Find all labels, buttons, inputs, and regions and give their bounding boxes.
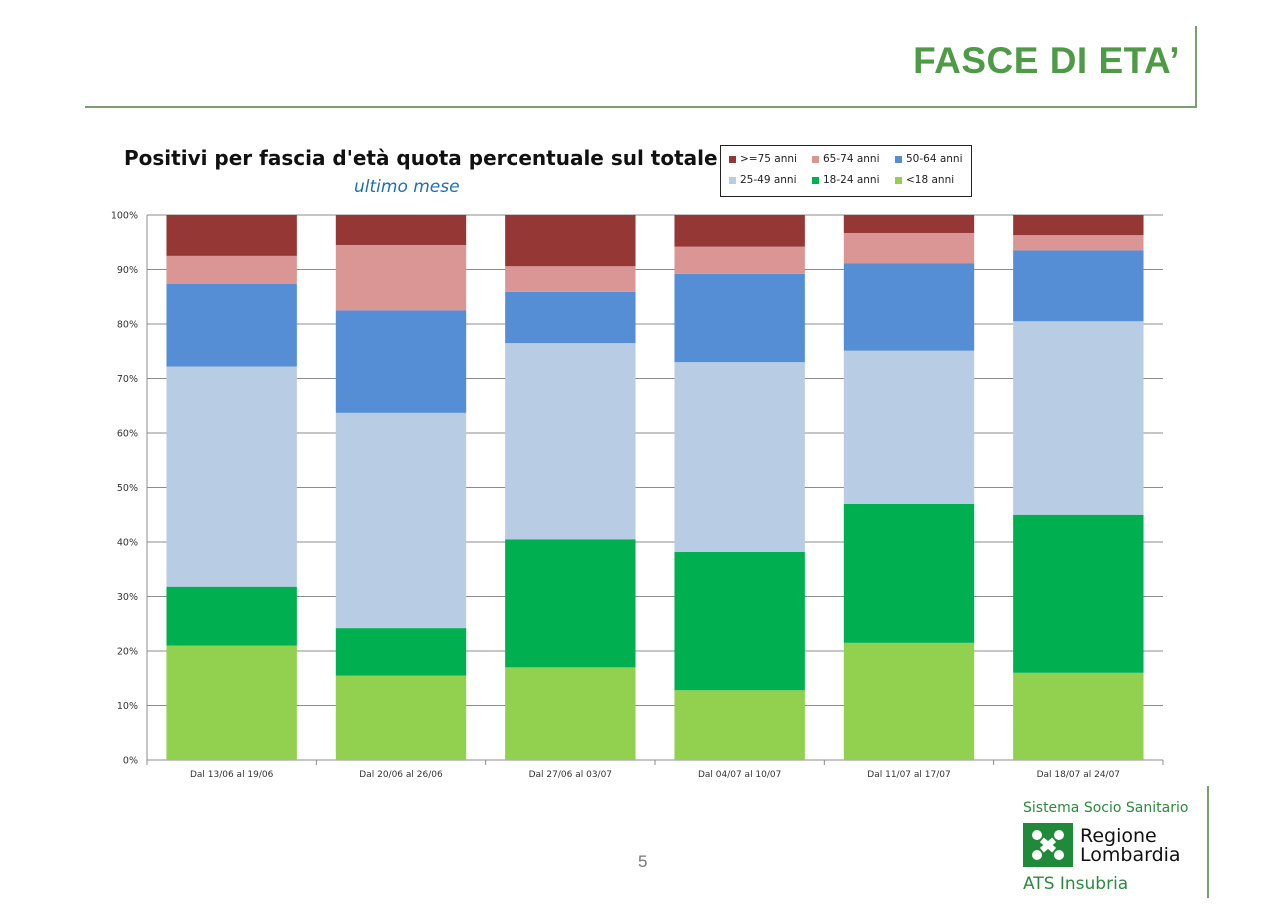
y-tick-label: 50% xyxy=(117,483,138,494)
bar-segment xyxy=(843,263,975,351)
chart-subtitle: ultimo mese xyxy=(354,177,460,197)
legend-item: 50-64 anni xyxy=(895,150,963,168)
legend-label: >=75 anni xyxy=(740,153,797,165)
logo-top-line: Sistema Socio Sanitario xyxy=(1023,800,1189,816)
bar-segment xyxy=(335,215,467,245)
legend-label: 25-49 anni xyxy=(740,174,797,186)
bar-segment xyxy=(505,667,636,760)
legend-swatch xyxy=(729,176,736,184)
legend-swatch xyxy=(812,176,819,184)
bar-segment xyxy=(1013,672,1144,760)
bar-segment xyxy=(505,343,636,540)
bar-segment xyxy=(166,645,297,760)
bar-segment xyxy=(505,539,636,668)
x-tick-label: Dal 27/06 al 03/07 xyxy=(529,770,612,780)
bar-segment xyxy=(1013,250,1144,322)
title-vertical-divider xyxy=(1195,26,1197,108)
y-tick-label: 20% xyxy=(117,647,138,658)
bar-segment xyxy=(505,215,636,267)
legend-label: 18-24 anni xyxy=(823,174,880,186)
x-tick-label: Dal 20/06 al 26/06 xyxy=(359,770,443,780)
bar-segment xyxy=(674,273,805,363)
bar-segment xyxy=(843,215,975,233)
logo-name-line2: Lombardia xyxy=(1080,844,1181,866)
legend-item: >=75 anni xyxy=(729,150,797,168)
legend-item: 65-74 anni xyxy=(812,150,880,168)
bar-segment xyxy=(1013,215,1144,236)
x-tick-label: Dal 11/07 al 17/07 xyxy=(867,770,950,780)
y-tick-label: 70% xyxy=(117,374,138,385)
bar-segment xyxy=(1013,235,1144,251)
bar-segment xyxy=(166,366,297,587)
bar-segment xyxy=(166,215,297,256)
y-tick-label: 30% xyxy=(117,592,138,603)
x-tick-label: Dal 13/06 al 19/06 xyxy=(190,770,274,780)
y-tick-label: 0% xyxy=(123,756,138,767)
legend-swatch xyxy=(895,155,902,163)
bar-segment xyxy=(166,255,297,284)
bar-segment xyxy=(843,350,975,504)
slide-title: FASCE DI ETA’ xyxy=(913,40,1180,81)
bar-segment xyxy=(166,586,297,646)
legend-swatch xyxy=(895,176,902,184)
lombardia-rose-icon xyxy=(1023,823,1073,867)
y-tick-label: 10% xyxy=(117,701,138,712)
bar-segment xyxy=(335,628,467,676)
legend-label: 65-74 anni xyxy=(823,153,880,165)
x-tick-label: Dal 04/07 al 10/07 xyxy=(698,770,781,780)
bar-segment xyxy=(335,244,467,311)
y-tick-label: 60% xyxy=(117,429,138,440)
y-tick-label: 100% xyxy=(111,211,138,222)
bar-segment xyxy=(166,283,297,367)
legend-label: <18 anni xyxy=(906,174,955,186)
bar-segment xyxy=(674,690,805,760)
y-tick-label: 80% xyxy=(117,320,138,331)
bar-segment xyxy=(1013,514,1144,673)
logo-bottom-line: ATS Insubria xyxy=(1023,874,1129,894)
legend-item: 25-49 anni xyxy=(729,171,797,189)
bar-segment xyxy=(843,232,975,264)
logo-name-line1: Regione xyxy=(1080,825,1157,847)
y-tick-label: 40% xyxy=(117,538,138,549)
legend-swatch xyxy=(729,155,736,163)
legend-item: 18-24 anni xyxy=(812,171,880,189)
title-divider xyxy=(85,106,1197,108)
y-tick-label: 90% xyxy=(117,265,138,276)
regione-lombardia-logo: Sistema Socio Sanitario Regione Lombardi… xyxy=(1023,796,1198,896)
bar-segment xyxy=(843,503,975,643)
legend-label: 50-64 anni xyxy=(906,153,963,165)
legend-item: <18 anni xyxy=(895,171,954,189)
bar-segment xyxy=(674,215,805,247)
bar-segment xyxy=(1013,321,1144,515)
logo-vertical-divider xyxy=(1207,786,1209,898)
bar-segment xyxy=(843,642,975,760)
chart-legend: >=75 anni 65-74 anni 50-64 anni 25-49 anni 1… xyxy=(720,145,972,197)
bar-segment xyxy=(674,551,805,691)
bar-segment xyxy=(335,675,467,760)
page-number: 5 xyxy=(638,852,648,871)
chart-title: Positivi per fascia d'età quota percentu… xyxy=(124,146,718,170)
x-tick-label: Dal 18/07 al 24/07 xyxy=(1037,770,1120,780)
bar-segment xyxy=(674,246,805,274)
legend-swatch xyxy=(812,155,819,163)
bar-segment xyxy=(674,362,805,552)
bar-segment xyxy=(505,291,636,344)
bar-segment xyxy=(335,412,467,629)
bar-segment xyxy=(505,266,636,292)
bar-segment xyxy=(335,310,467,413)
